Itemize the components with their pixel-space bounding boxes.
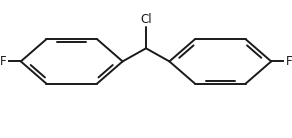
- Text: Cl: Cl: [140, 13, 152, 26]
- Text: F: F: [286, 55, 292, 68]
- Text: F: F: [0, 55, 6, 68]
